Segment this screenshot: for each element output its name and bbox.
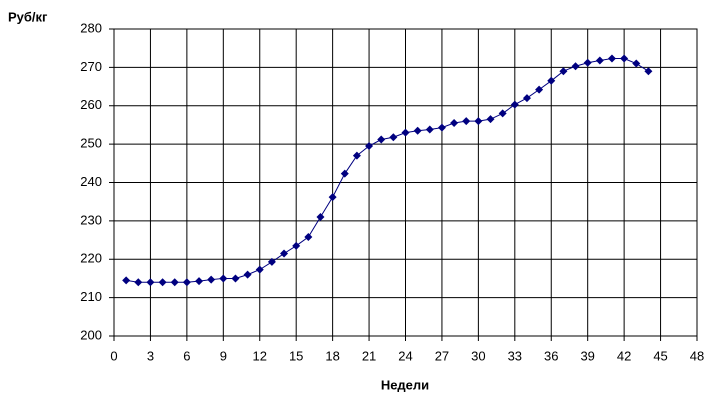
data-point [267, 257, 276, 266]
data-point [437, 123, 446, 132]
data-point [158, 278, 167, 287]
x-tick-label: 24 [398, 348, 412, 363]
data-point [280, 249, 289, 258]
data-point [207, 275, 216, 284]
data-point [644, 67, 653, 76]
data-point [389, 133, 398, 142]
data-point [632, 59, 641, 68]
x-tick-label: 30 [471, 348, 485, 363]
data-point [571, 62, 580, 71]
x-tick-label: 36 [544, 348, 558, 363]
x-tick-label: 48 [690, 348, 704, 363]
data-point [425, 125, 434, 134]
data-point [328, 193, 337, 202]
x-tick-label: 9 [220, 348, 227, 363]
y-tick-label: 260 [80, 97, 102, 112]
y-tick-label: 210 [80, 289, 102, 304]
data-point [304, 232, 313, 241]
x-tick-label: 3 [147, 348, 154, 363]
data-point [340, 169, 349, 178]
data-point [620, 54, 629, 63]
x-tick-label: 42 [617, 348, 631, 363]
y-tick-label: 200 [80, 327, 102, 342]
data-point [607, 54, 616, 63]
data-point [559, 67, 568, 76]
data-point [535, 85, 544, 94]
y-tick-label: 250 [80, 136, 102, 151]
x-tick-label: 45 [653, 348, 667, 363]
y-tick-label: 240 [80, 174, 102, 189]
y-tick-label: 230 [80, 212, 102, 227]
data-point [365, 142, 374, 151]
y-tick-label: 280 [80, 20, 102, 35]
data-point [146, 278, 155, 287]
data-point [170, 278, 179, 287]
x-tick-label: 21 [362, 348, 376, 363]
x-tick-label: 6 [183, 348, 190, 363]
data-point [474, 117, 483, 126]
x-tick-label: 39 [580, 348, 594, 363]
y-axis-label: Руб/кг [8, 9, 48, 24]
data-line [126, 58, 649, 283]
y-tick-label: 270 [80, 59, 102, 74]
data-point [352, 151, 361, 160]
data-point [510, 100, 519, 109]
data-point [498, 109, 507, 118]
data-point [316, 213, 325, 222]
data-point [547, 76, 556, 85]
data-point [243, 270, 252, 279]
x-tick-label: 33 [508, 348, 522, 363]
data-point [231, 274, 240, 283]
x-tick-label: 12 [253, 348, 267, 363]
data-point [522, 94, 531, 103]
data-point [462, 117, 471, 126]
x-tick-label: 15 [289, 348, 303, 363]
x-tick-label: 27 [435, 348, 449, 363]
data-point [195, 277, 204, 286]
data-point [401, 128, 410, 137]
x-tick-label: 18 [325, 348, 339, 363]
data-point [255, 265, 264, 274]
data-point [377, 135, 386, 144]
data-point [413, 126, 422, 135]
x-axis-label: Недели [381, 377, 429, 392]
data-point [583, 58, 592, 67]
data-point [486, 115, 495, 124]
data-point [450, 119, 459, 128]
data-point [182, 278, 191, 287]
data-point [122, 276, 131, 285]
data-point [219, 274, 228, 283]
data-point [595, 56, 604, 65]
data-point [134, 278, 143, 287]
data-point [292, 241, 301, 250]
y-tick-label: 220 [80, 251, 102, 266]
x-tick-label: 0 [110, 348, 117, 363]
